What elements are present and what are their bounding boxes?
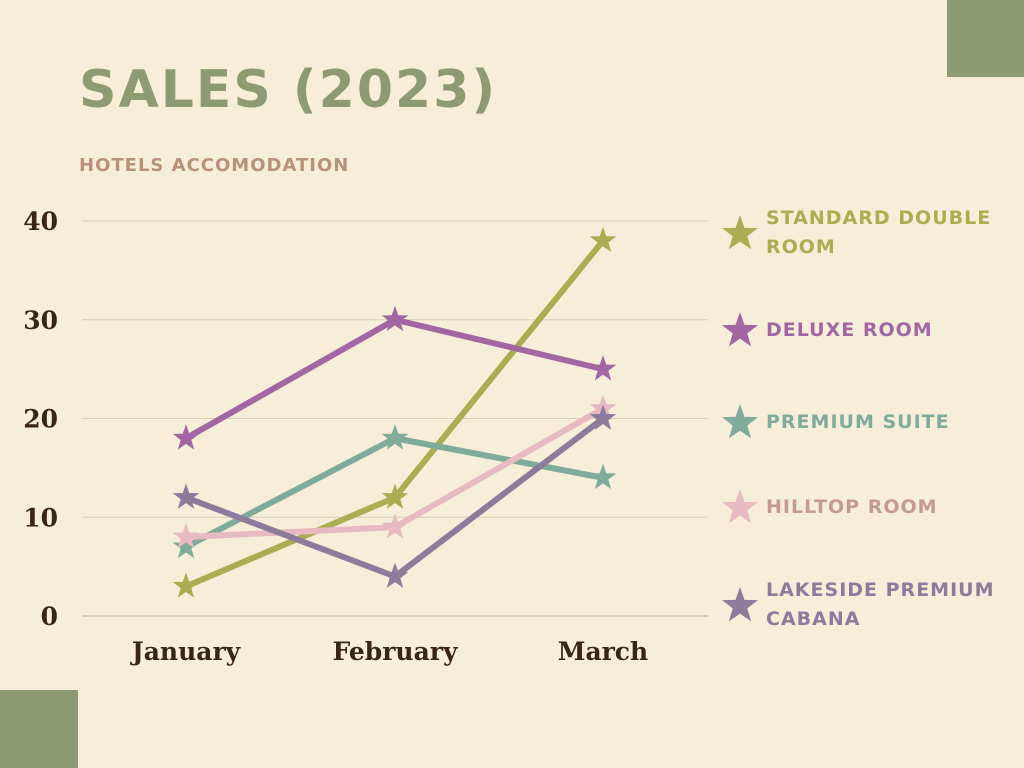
y-tick-label: 0 xyxy=(41,602,58,631)
data-point-star xyxy=(589,404,617,430)
data-point-star xyxy=(381,513,409,539)
y-tick-label: 10 xyxy=(23,503,58,532)
data-point-star xyxy=(381,305,409,332)
y-tick-label: 30 xyxy=(23,306,58,335)
data-point-star xyxy=(172,424,200,450)
data-point-star xyxy=(172,532,200,559)
x-tick-label: February xyxy=(332,637,458,666)
chart-subtitle: HOTELS ACCOMODATION xyxy=(79,155,350,176)
series-line xyxy=(183,316,606,442)
x-tick-label: March xyxy=(558,637,648,666)
data-point-star xyxy=(172,572,200,598)
y-tick-label: 40 xyxy=(23,207,58,236)
corner-decoration-bottom-left xyxy=(0,690,78,768)
corner-decoration-top-right xyxy=(947,0,1024,77)
x-tick-label: January xyxy=(130,637,242,666)
y-tick-label: 20 xyxy=(23,405,58,434)
data-point-star xyxy=(589,463,617,490)
data-point-star xyxy=(589,355,617,381)
chart-title: SALES (2023) xyxy=(79,60,498,120)
data-point-star xyxy=(172,523,200,549)
data-point-star xyxy=(589,226,617,253)
data-point-star xyxy=(381,424,409,450)
data-point-star xyxy=(381,483,409,509)
data-point-star xyxy=(381,562,409,588)
data-point-star xyxy=(172,483,200,509)
